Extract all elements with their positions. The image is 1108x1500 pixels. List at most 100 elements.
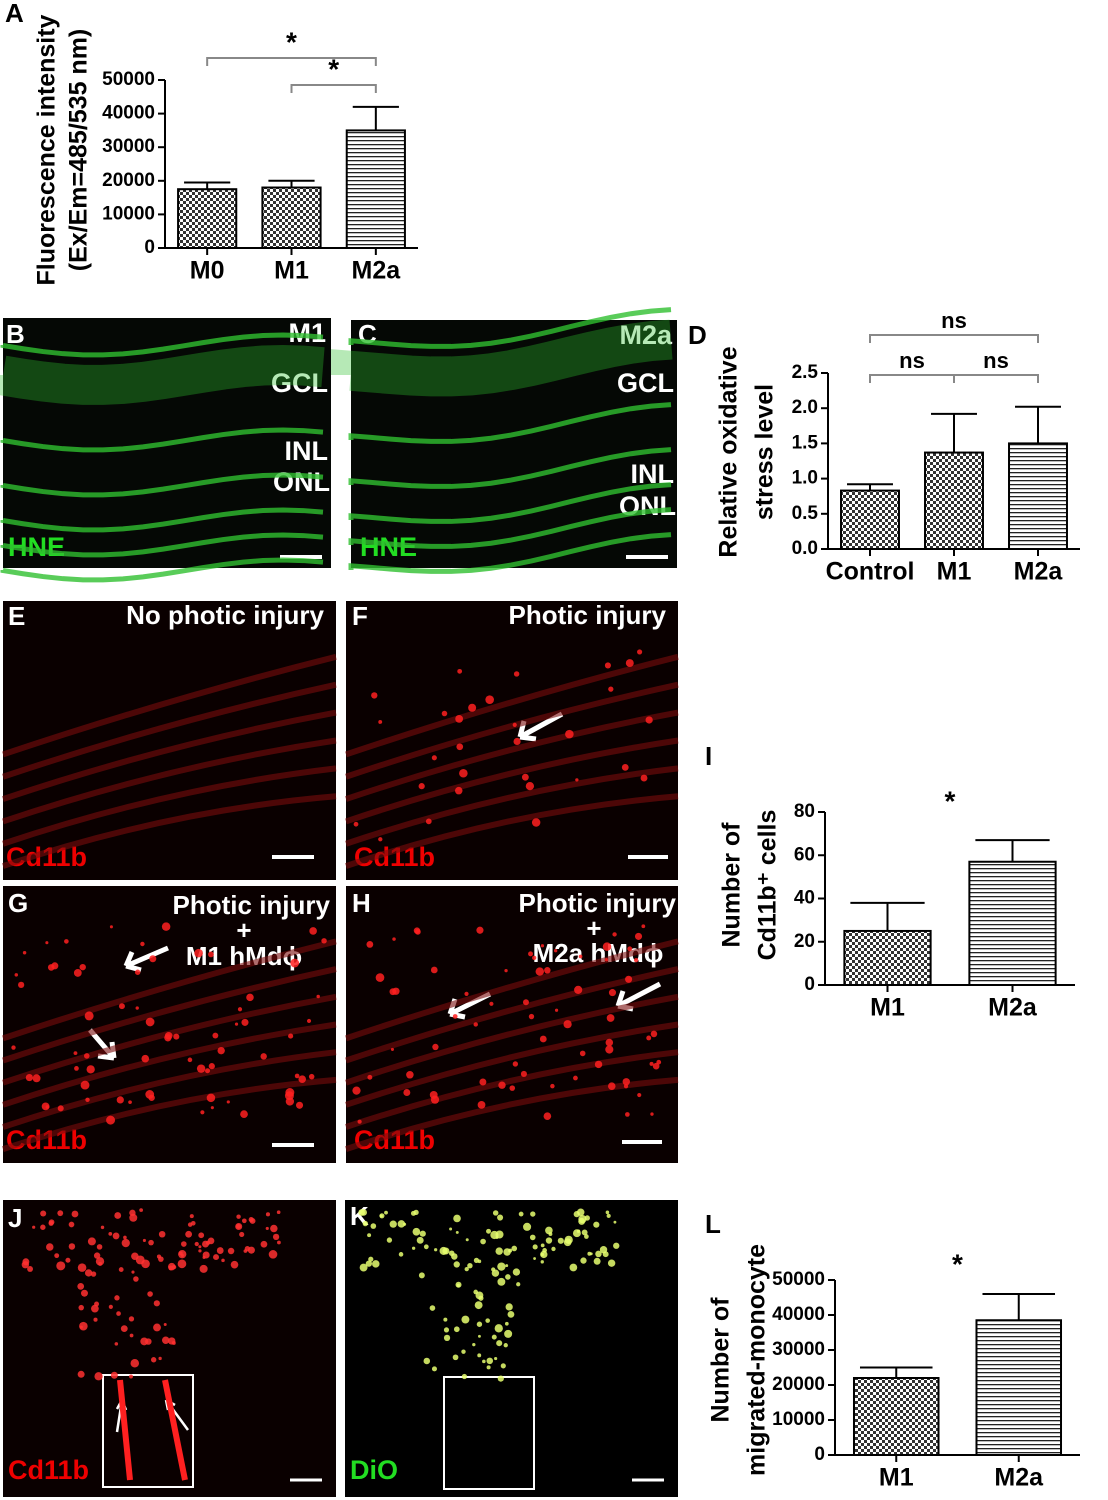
texture — [476, 1321, 483, 1327]
texture — [100, 1225, 105, 1230]
texture — [652, 1062, 660, 1070]
x-tick-label: M1 — [870, 994, 905, 1022]
texture — [345, 653, 679, 758]
texture — [389, 988, 397, 996]
texture — [503, 1248, 511, 1256]
panel-letter: E — [8, 601, 25, 631]
texture — [468, 703, 477, 712]
texture — [140, 1337, 149, 1346]
texture — [91, 1304, 99, 1313]
texture — [640, 774, 648, 782]
texture — [497, 1262, 506, 1271]
y-tick-label: 40 — [794, 888, 815, 909]
texture — [474, 1301, 483, 1310]
y-tick-label: 50000 — [772, 1269, 825, 1290]
texture — [512, 1268, 521, 1276]
texture — [140, 941, 145, 947]
texture — [32, 1225, 36, 1229]
texture — [94, 1372, 103, 1381]
texture — [530, 1211, 536, 1217]
texture — [2, 966, 337, 1064]
texture — [634, 932, 643, 940]
texture — [543, 1112, 552, 1120]
texture — [277, 1240, 281, 1245]
texture — [237, 1007, 243, 1012]
texture — [129, 1333, 134, 1338]
texture — [32, 1074, 41, 1083]
texture — [573, 1211, 580, 1218]
texture — [153, 1323, 161, 1332]
texture — [243, 1249, 248, 1253]
texture — [153, 1300, 160, 1307]
texture — [202, 1240, 209, 1248]
texture — [212, 1032, 219, 1039]
texture — [649, 1061, 654, 1066]
texture — [593, 1221, 600, 1228]
panel-letter: K — [350, 1201, 369, 1231]
x-tick-label: M2a — [1014, 558, 1064, 586]
texture — [285, 1088, 295, 1097]
texture — [331, 319, 673, 397]
image-label: M2a — [619, 320, 673, 350]
texture — [505, 1303, 513, 1311]
texture — [236, 1214, 241, 1219]
texture — [554, 1008, 559, 1012]
texture — [398, 1252, 404, 1257]
texture — [627, 946, 633, 952]
texture — [472, 1343, 476, 1347]
texture — [477, 1259, 482, 1264]
texture — [348, 307, 672, 349]
texture — [429, 1305, 436, 1311]
texture — [461, 1349, 466, 1354]
texture — [486, 1365, 491, 1370]
texture — [432, 1043, 439, 1051]
texture — [453, 1214, 461, 1223]
texture — [85, 1097, 90, 1102]
texture — [205, 1068, 211, 1074]
texture — [406, 1071, 414, 1079]
texture — [392, 937, 396, 941]
image-label: Photic injury — [173, 890, 331, 920]
image-panel: J Cd11b — [3, 1200, 336, 1497]
texture — [375, 973, 385, 982]
texture — [461, 1373, 468, 1380]
significance-label: * — [952, 1248, 963, 1279]
texture — [575, 778, 579, 782]
texture — [605, 1210, 610, 1215]
significance-label: * — [945, 785, 956, 816]
bar — [843, 929, 932, 986]
y-tick-label: 80 — [794, 801, 815, 822]
texture — [158, 1256, 164, 1262]
panel-letter: I — [705, 741, 712, 771]
texture — [79, 1325, 83, 1329]
texture — [0, 557, 324, 583]
texture — [321, 938, 327, 944]
texture — [480, 1238, 486, 1245]
texture — [378, 837, 383, 842]
texture — [504, 969, 508, 973]
texture — [453, 1261, 460, 1268]
texture — [607, 1082, 616, 1090]
bar — [177, 188, 238, 249]
texture — [260, 1053, 267, 1060]
texture — [288, 1033, 294, 1039]
texture — [74, 1066, 79, 1071]
texture — [622, 1078, 630, 1086]
image-label: + — [586, 913, 601, 943]
image-panel: H Photic injury + M2a hMdϕ Cd11b — [346, 886, 678, 1163]
texture — [513, 737, 521, 746]
texture — [563, 1238, 572, 1247]
texture — [464, 1266, 469, 1272]
texture — [73, 1051, 78, 1056]
texture — [461, 1315, 470, 1324]
texture — [441, 710, 448, 717]
x-tick-label: M0 — [190, 257, 225, 285]
texture — [348, 532, 672, 574]
texture — [565, 729, 574, 739]
texture — [345, 737, 679, 825]
texture — [413, 927, 421, 934]
texture — [2, 938, 337, 1042]
texture — [386, 1237, 393, 1243]
texture — [40, 1224, 46, 1230]
texture — [497, 1277, 506, 1286]
